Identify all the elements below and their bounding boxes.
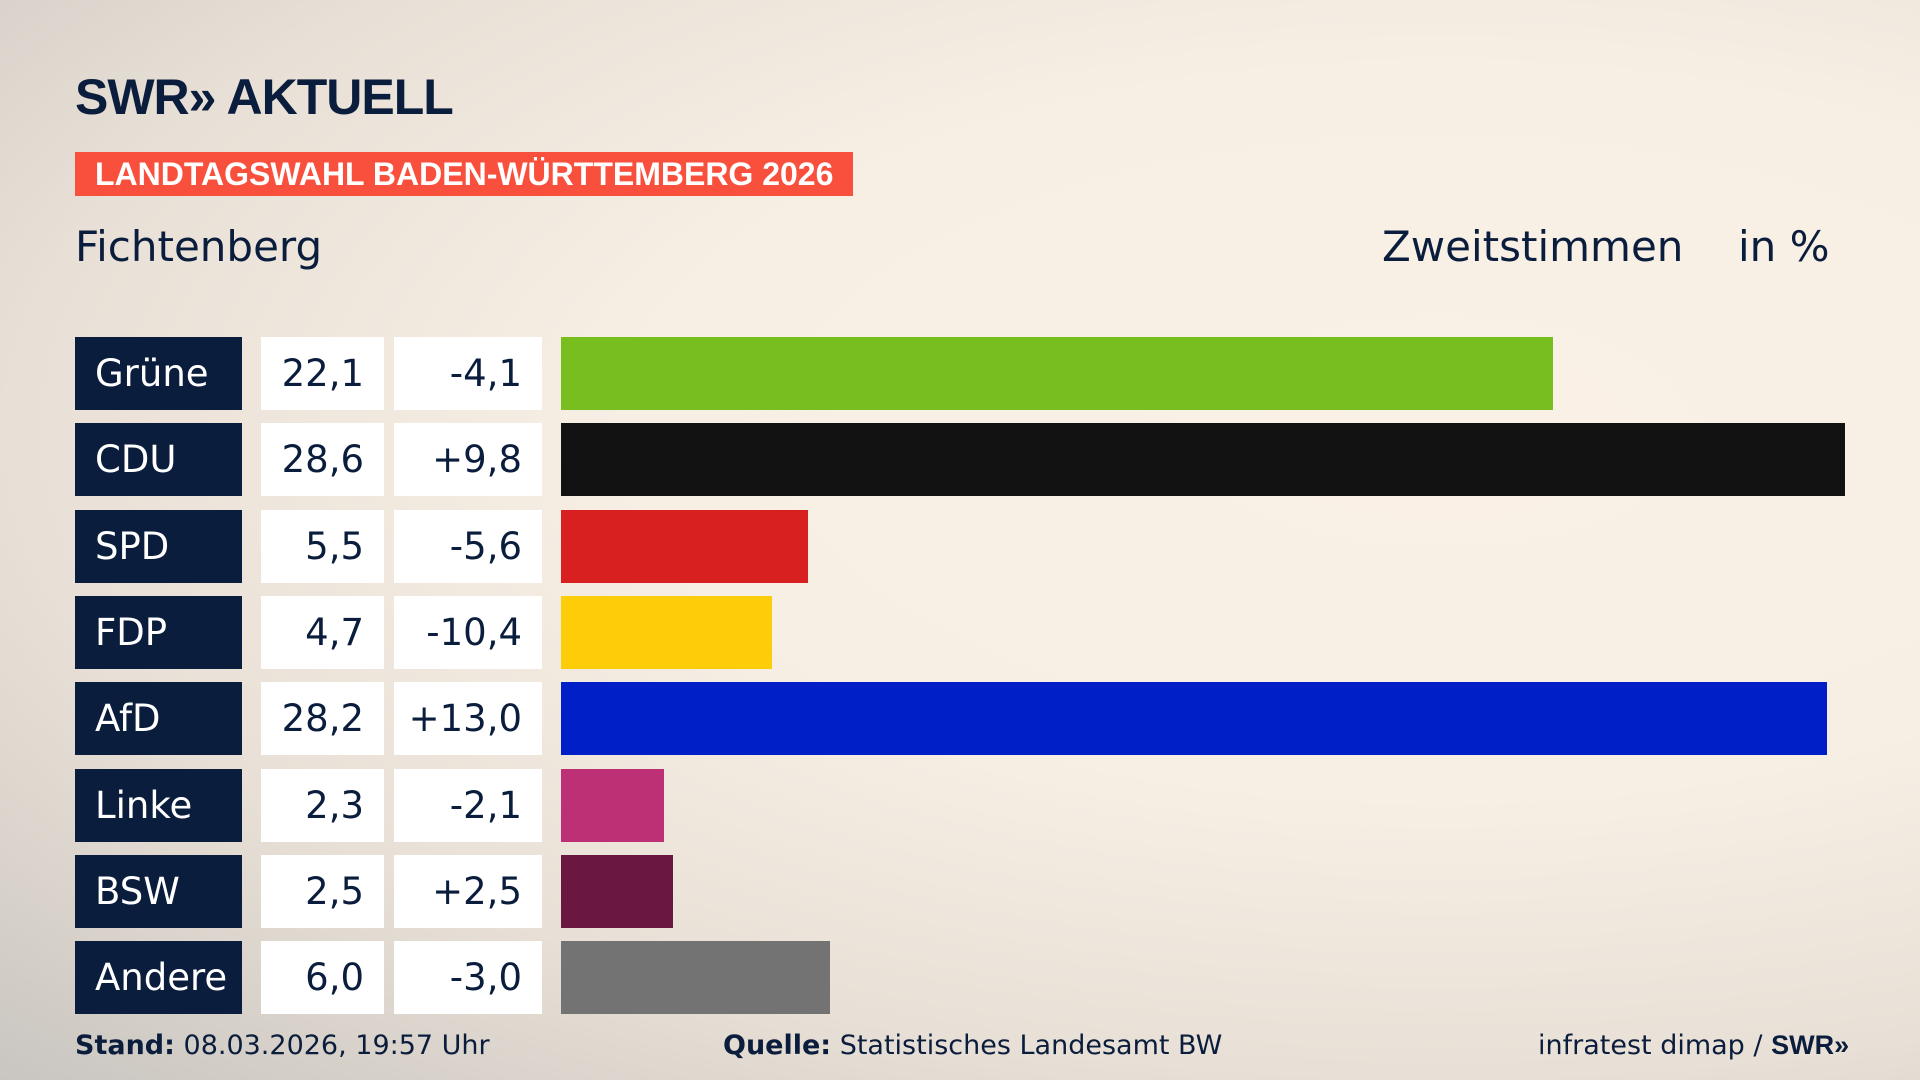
bar-bsw [561, 854, 674, 928]
party-label: SPD [75, 509, 242, 583]
quelle-label: Quelle: [723, 1030, 832, 1061]
metric-label: Zweitstimmen [1382, 222, 1684, 271]
value-label: 22,1 [261, 337, 384, 410]
quelle-value: Statistisches Landesamt BW [839, 1030, 1223, 1061]
stand-label: Stand: [75, 1030, 175, 1061]
quelle: Quelle: Statistisches Landesamt BW [723, 1030, 1222, 1061]
bar-afd [561, 682, 1828, 756]
change-label: -2,1 [394, 768, 542, 842]
value-label: 4,7 [261, 595, 384, 669]
value-label: 5,5 [261, 509, 384, 583]
value-label: 28,2 [261, 682, 384, 756]
value-label: 6,0 [261, 941, 384, 1015]
party-label: AfD [75, 682, 242, 756]
bar-cdu [561, 423, 1845, 497]
value-label: 2,3 [261, 768, 384, 842]
party-label: FDP [75, 595, 242, 669]
region-title: Fichtenberg [75, 222, 323, 271]
bar-andere [561, 941, 831, 1015]
bar-grüne [561, 337, 1554, 410]
change-label: +13,0 [394, 682, 542, 756]
party-label: CDU [75, 423, 242, 497]
swr-aktuell-logo: SWR» AKTUELL [75, 69, 454, 125]
change-label: +9,8 [394, 423, 542, 497]
election-banner: LANDTAGSWAHL BADEN-WÜRTTEMBERG 2026 [75, 152, 854, 196]
change-label: +2,5 [394, 854, 542, 928]
value-label: 28,6 [261, 423, 384, 497]
swr-logo: SWR» [1771, 1030, 1850, 1060]
stand: Stand: 08.03.2026, 19:57 Uhr [75, 1030, 490, 1061]
credit-text: infratest dimap / [1538, 1030, 1763, 1061]
change-label: -3,0 [394, 941, 542, 1015]
change-label: -5,6 [394, 509, 542, 583]
stand-value: 08.03.2026, 19:57 Uhr [183, 1030, 490, 1061]
value-label: 2,5 [261, 854, 384, 928]
change-label: -10,4 [394, 595, 542, 669]
party-label: Andere [75, 941, 242, 1015]
bar-spd [561, 509, 808, 583]
credit: infratest dimap / SWR» [1538, 1030, 1849, 1061]
unit-label: in % [1738, 222, 1830, 271]
bar-fdp [561, 595, 772, 669]
change-label: -4,1 [394, 337, 542, 410]
party-label: Linke [75, 768, 242, 842]
party-label: BSW [75, 854, 242, 928]
party-label: Grüne [75, 337, 242, 410]
bar-linke [561, 768, 665, 842]
